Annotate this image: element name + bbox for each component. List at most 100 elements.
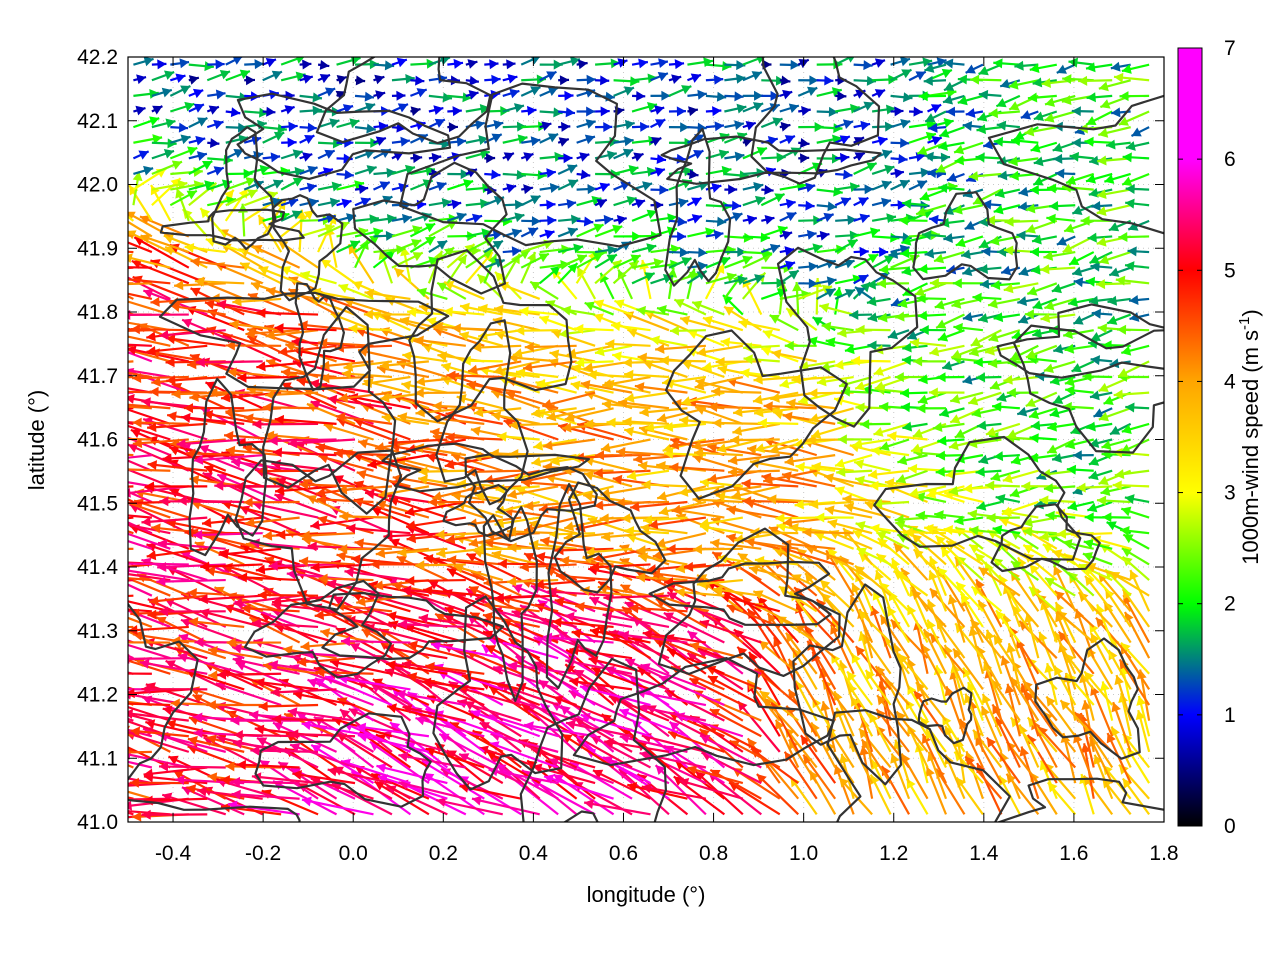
- wind-arrow: [819, 579, 855, 613]
- wind-arrow: [157, 538, 226, 550]
- wind-arrow: [128, 234, 134, 238]
- x-tick-label: -0.4: [155, 842, 192, 865]
- wind-arrow: [980, 705, 1003, 753]
- wind-arrow: [128, 797, 171, 801]
- wind-arrow: [232, 643, 300, 660]
- wind-arrow: [128, 295, 134, 300]
- wind-arrow: [678, 777, 744, 800]
- wind-arrow: [310, 516, 374, 531]
- wind-arrow: [128, 608, 152, 613]
- y-axis-label: latitude (°): [24, 390, 49, 491]
- wind-arrow: [128, 643, 171, 660]
- wind-arrow: [944, 725, 966, 768]
- wind-arrow: [318, 573, 374, 584]
- wind-arrow: [911, 533, 947, 566]
- wind-arrow: [128, 490, 153, 503]
- wind-arrow: [315, 667, 374, 678]
- wind-arrow: [707, 675, 762, 706]
- wind-arrow: [301, 796, 374, 816]
- wind-arrow: [287, 707, 356, 722]
- wind-arrow: [128, 468, 134, 472]
- y-tick-label: 41.5: [77, 492, 118, 515]
- x-tick-label: 0.4: [519, 842, 549, 865]
- wind-arrow: [875, 531, 910, 550]
- wind-arrow: [128, 672, 152, 675]
- wind-arrow: [991, 703, 1021, 753]
- wind-arrow: [128, 671, 134, 675]
- wind-arrow: [338, 544, 392, 555]
- wind-arrow: [774, 719, 800, 768]
- y-tick-label: 41.3: [77, 620, 118, 643]
- wind-arrow: [274, 493, 337, 519]
- wind-arrow: [912, 548, 947, 581]
- wind-arrow: [310, 562, 374, 573]
- x-tick-label: 1.2: [879, 842, 908, 865]
- y-tick-label: 42.0: [77, 174, 118, 197]
- wind-arrow: [216, 473, 282, 503]
- wind-arrow: [1024, 690, 1058, 737]
- wind-arrow: [289, 742, 356, 769]
- wind-arrow: [619, 708, 688, 738]
- wind-arrow: [879, 614, 910, 659]
- wind-arrow: [564, 611, 633, 629]
- wind-arrow: [159, 606, 226, 617]
- wind-arrow: [748, 565, 799, 582]
- wind-arrow: [846, 670, 874, 706]
- wind-arrow: [471, 795, 540, 816]
- wind-arrow: [641, 783, 707, 800]
- wind-arrow: [415, 560, 466, 571]
- wind-arrow: [838, 776, 873, 816]
- wind-arrow: [129, 777, 189, 788]
- wind-arrow: [128, 600, 171, 613]
- wind-arrow: [713, 585, 762, 597]
- wind-arrow: [425, 746, 485, 769]
- wind-arrow: [292, 769, 356, 785]
- wind-arrow: [458, 753, 522, 785]
- wind-arrow: [877, 537, 910, 566]
- wind-arrow: [534, 578, 596, 590]
- wind-arrow: [289, 729, 356, 740]
- wind-arrow: [339, 511, 392, 522]
- wind-arrow: [675, 587, 725, 598]
- wind-arrow: [1121, 547, 1150, 566]
- wind-arrow: [177, 495, 245, 506]
- wind-arrow: [198, 594, 263, 605]
- wind-arrow: [985, 629, 1003, 675]
- wind-arrow: [1028, 586, 1058, 613]
- wind-arrow: [699, 516, 744, 529]
- wind-arrow: [827, 518, 873, 535]
- x-tick-label: 0.8: [699, 842, 728, 865]
- wind-arrow: [231, 789, 300, 800]
- wind-arrow: [317, 515, 374, 535]
- wind-arrow: [636, 572, 688, 583]
- wind-arrow: [589, 627, 651, 644]
- wind-arrow: [688, 677, 744, 707]
- y-tick-label: 41.0: [77, 811, 118, 834]
- wind-arrow: [128, 547, 134, 551]
- y-tick-label: 41.8: [77, 301, 118, 324]
- wind-arrow: [512, 584, 578, 613]
- wind-arrow: [128, 421, 134, 425]
- wind-arrow: [435, 529, 485, 540]
- wind-arrow: [621, 513, 669, 524]
- wind-arrow: [407, 640, 467, 660]
- wind-arrow: [925, 728, 947, 768]
- wind-arrow: [491, 550, 540, 566]
- wind-arrow: [766, 612, 800, 659]
- wind-arrow: [128, 539, 153, 550]
- wind-arrow: [619, 583, 670, 613]
- wind-arrow: [453, 563, 504, 582]
- wind-arrow: [230, 776, 300, 787]
- wind-arrow: [128, 514, 152, 519]
- colorbar-tick-label: 7: [1224, 37, 1236, 60]
- wind-arrow: [856, 547, 892, 566]
- wind-arrow: [128, 810, 171, 816]
- wind-arrow: [929, 587, 966, 628]
- colorbar-label-main: 1000m-wind speed (m s: [1238, 330, 1263, 565]
- wind-arrow: [1044, 577, 1076, 597]
- wind-arrow: [192, 693, 245, 722]
- wind-arrow: [547, 587, 614, 598]
- wind-arrow: [666, 648, 725, 675]
- wind-arrow: [425, 662, 485, 675]
- wind-arrow: [944, 685, 966, 737]
